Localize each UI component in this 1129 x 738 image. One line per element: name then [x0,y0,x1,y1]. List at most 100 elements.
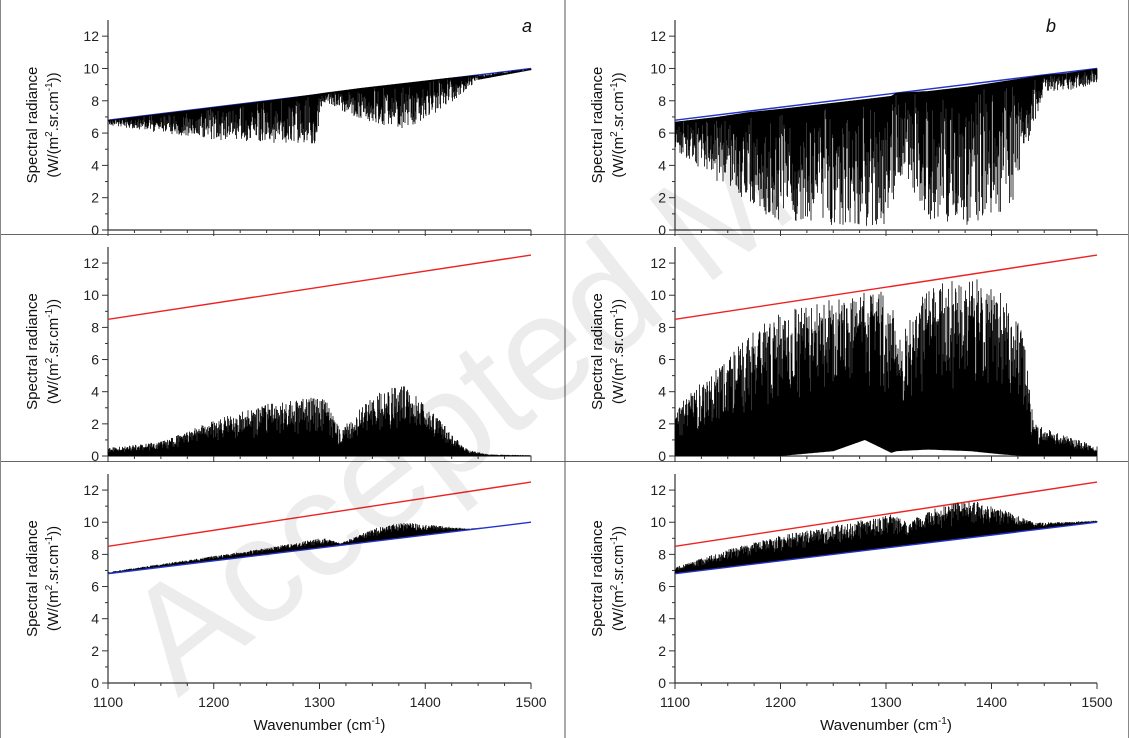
plot-area [675,67,1098,226]
y-tick-label: 6 [658,352,666,368]
y-unit-part: )) [45,72,62,82]
y-unit-part: (W/(m [45,363,62,404]
y-unit-sup: 2 [44,131,55,137]
y-tick-label: 4 [91,157,99,173]
y-unit-part: (W/(m [45,590,62,631]
y-tick-label: 8 [91,93,99,109]
y-tick-label: 4 [91,384,99,400]
y-tick-label: 12 [650,482,666,498]
chart-panel-a-bottom: 0 2 4 6 8 10 12 1100 1200 1300 1400 1500 Wavenumber … [24,474,547,734]
y-axis-label: Spectral radiance [24,520,41,637]
y-axis-unit-label: (W/(m2.sr.cm-1)) [609,299,627,404]
x-tick-label: 1100 [660,694,690,710]
series-spectrum [108,386,532,456]
y-tick-label: 10 [83,60,99,76]
y-tick-label: 12 [83,28,99,44]
y-unit-part: .sr.cm [610,318,627,358]
x-axis-label: Wavenumber (cm-1) [820,716,952,734]
y-tick-label: 2 [91,643,99,659]
series-line-blue [675,521,1098,575]
y-unit-sup: 2 [609,131,620,137]
y-tick-label: 0 [91,675,99,691]
y-tick-label: 8 [91,319,99,335]
y-tick-label: 0 [658,222,666,238]
y-tick-label: 2 [91,416,99,432]
x-axis-label-sup: -1 [371,716,380,727]
y-tick-label: 2 [658,190,666,206]
y-unit-part: .sr.cm [610,545,627,585]
x-tick-label: 1200 [765,694,796,710]
y-tick-label: 4 [658,384,666,400]
series-spectrum [675,68,1098,226]
y-axis-unit-label: (W/(m2.sr.cm-1)) [44,299,62,404]
y-unit-part: )) [610,526,627,536]
y-unit-part: )) [610,72,627,82]
series-spectrum [675,502,1098,574]
y-tick-label: 12 [650,28,666,44]
y-axis-label: Spectral radiance [24,67,41,184]
y-tick-label: 4 [91,611,99,627]
axes [669,474,1098,689]
y-tick-label: 0 [658,675,666,691]
y-unit-part: (W/(m [45,137,62,178]
column-label-a: a [522,16,532,36]
x-tick-label: 1500 [1081,694,1112,710]
x-axis-label-end: ) [380,717,385,734]
series-line-blue [108,521,532,575]
y-tick-label: 0 [658,448,666,464]
y-unit-sup: 2 [44,584,55,590]
series-line-red [675,254,1098,321]
y-unit-sup: -1 [609,82,620,91]
y-tick-label: 12 [83,482,99,498]
y-axis-label: Spectral radiance [24,293,41,410]
y-axis-label: Spectral radiance [589,67,606,184]
x-axis-label-end: ) [947,717,952,734]
y-unit-sup: -1 [44,535,55,544]
series-spectrum [675,279,1098,456]
x-axis-label-text: Wavenumber (cm [254,717,372,734]
y-unit-part: )) [45,526,62,536]
chart-panel-a-top: 0 2 4 6 8 10 12 Spectral radiance (W/(m2.sr.cm-1… [0,20,565,238]
x-tick-label: 1300 [304,694,335,710]
series-line-blue [675,67,1098,121]
y-tick-label: 10 [83,514,99,530]
y-tick-label: 4 [658,611,666,627]
y-tick-label: 6 [91,125,99,141]
y-tick-label: 8 [658,319,666,335]
x-tick-label: 1500 [515,694,546,710]
x-axis-label-text: Wavenumber (cm [820,717,938,734]
y-tick-label: 2 [658,643,666,659]
y-tick-label: 8 [658,546,666,562]
y-unit-sup: 2 [609,357,620,363]
x-tick-label: 1300 [870,694,901,710]
y-unit-sup: -1 [44,308,55,317]
y-unit-sup: 2 [44,357,55,363]
x-tick-label: 1400 [410,694,441,710]
y-tick-label: 8 [658,93,666,109]
series-line-red [108,481,532,548]
x-tick-label: 1200 [198,694,229,710]
y-tick-label: 6 [658,125,666,141]
y-tick-label: 4 [658,157,666,173]
axes [102,474,532,689]
y-tick-label: 10 [650,287,666,303]
y-tick-label: 2 [658,416,666,432]
plot-area [108,67,532,144]
y-unit-part: (W/(m [610,590,627,631]
plot-area [108,481,532,575]
y-tick-label: 0 [91,222,99,238]
y-axis-unit-label: (W/(m2.sr.cm-1)) [609,526,627,631]
y-axis-unit-label: (W/(m2.sr.cm-1)) [44,72,62,177]
y-unit-part: (W/(m [610,363,627,404]
x-axis-label: Wavenumber (cm-1) [254,716,386,734]
y-tick-label: 6 [91,579,99,595]
y-unit-part: .sr.cm [45,318,62,358]
plot-area [675,254,1098,456]
y-unit-sup: -1 [609,308,620,317]
chart-panel-b-bottom: 0 2 4 6 8 10 12 1100 1200 1300 1400 1500 Wavenumber … [589,474,1113,734]
y-unit-part: )) [45,299,62,309]
